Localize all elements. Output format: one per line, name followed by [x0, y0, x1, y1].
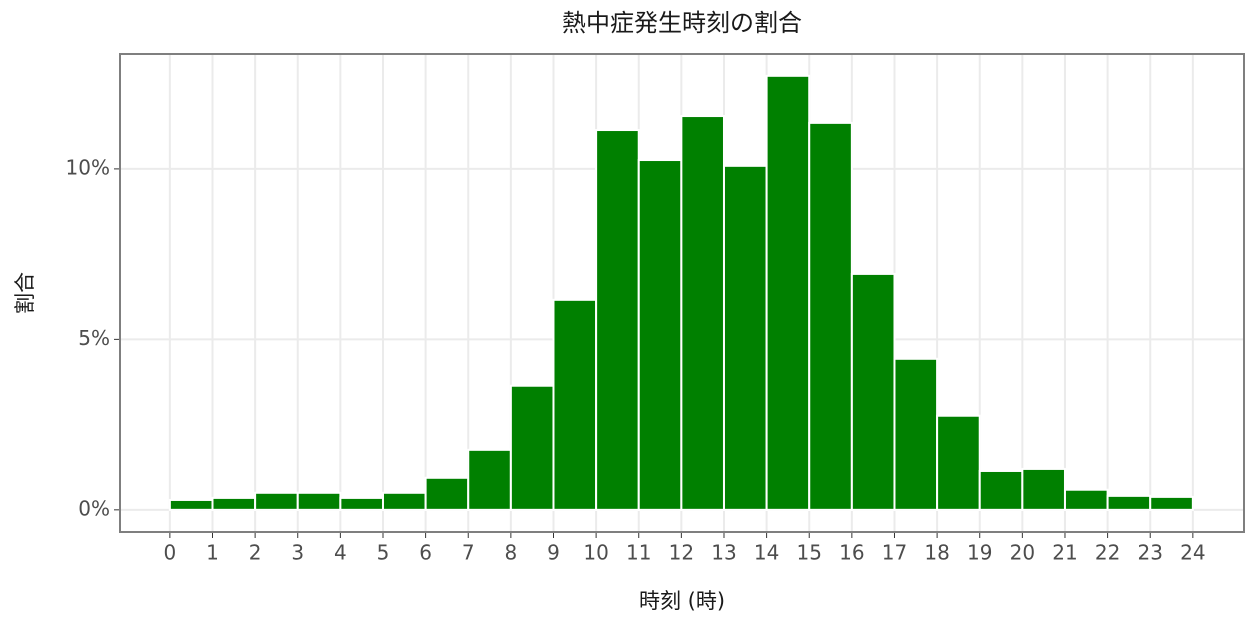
x-tick-label: 3: [291, 541, 304, 565]
x-tick-label: 20: [1010, 541, 1035, 565]
y-tick-label: 5%: [78, 326, 110, 350]
x-tick-label: 16: [839, 541, 864, 565]
bar: [850, 272, 896, 511]
chart-title: 熱中症発生時刻の割合: [562, 9, 802, 37]
bar: [1063, 488, 1109, 511]
y-axis-title: 割合: [13, 272, 37, 314]
x-tick-label: 10: [583, 541, 608, 565]
x-axis-title: 時刻 (時): [639, 589, 725, 613]
bar: [595, 129, 640, 511]
x-tick-label: 14: [754, 541, 779, 565]
bar: [1149, 495, 1194, 511]
x-tick-label: 18: [924, 541, 949, 565]
bar: [893, 357, 939, 511]
x-tick-label: 11: [626, 541, 651, 565]
panel-border: [119, 53, 1245, 533]
bar: [765, 74, 811, 511]
x-tick-label: 9: [547, 541, 560, 565]
bar: [339, 496, 384, 511]
bar: [1021, 467, 1066, 511]
x-tick-label: 22: [1095, 541, 1120, 565]
x-tick-label: 6: [419, 541, 432, 565]
bar: [722, 164, 768, 511]
x-tick-label: 7: [462, 541, 475, 565]
x-tick-label: 17: [882, 541, 907, 565]
bar: [680, 115, 725, 511]
x-tick-label: 19: [967, 541, 992, 565]
x-tick-label: 23: [1138, 541, 1163, 565]
bar: [296, 491, 342, 511]
bar: [1106, 494, 1152, 511]
x-tick-label: 15: [797, 541, 822, 565]
bar: [211, 496, 257, 511]
y-tick-label: 0%: [78, 496, 110, 520]
x-tick-label: 21: [1052, 541, 1077, 565]
bar: [467, 448, 512, 511]
x-tick-label: 0: [164, 541, 177, 565]
y-tick-label: 10%: [66, 155, 110, 179]
x-tick-label: 24: [1180, 541, 1205, 565]
x-tick-label: 13: [711, 541, 736, 565]
x-tick-label: 2: [249, 541, 262, 565]
bar: [254, 491, 299, 511]
x-tick-label: 4: [334, 541, 347, 565]
x-tick-label: 12: [669, 541, 694, 565]
bar: [168, 498, 214, 511]
bar: [936, 414, 981, 511]
bar: [637, 159, 683, 511]
bar: [978, 469, 1024, 511]
bar: [424, 476, 470, 511]
bar: [808, 121, 853, 511]
bar: [381, 491, 427, 511]
x-tick-label: 1: [206, 541, 219, 565]
x-tick-label: 8: [504, 541, 517, 565]
x-tick-label: 5: [377, 541, 390, 565]
bar: [552, 298, 598, 511]
bar: [509, 384, 555, 511]
